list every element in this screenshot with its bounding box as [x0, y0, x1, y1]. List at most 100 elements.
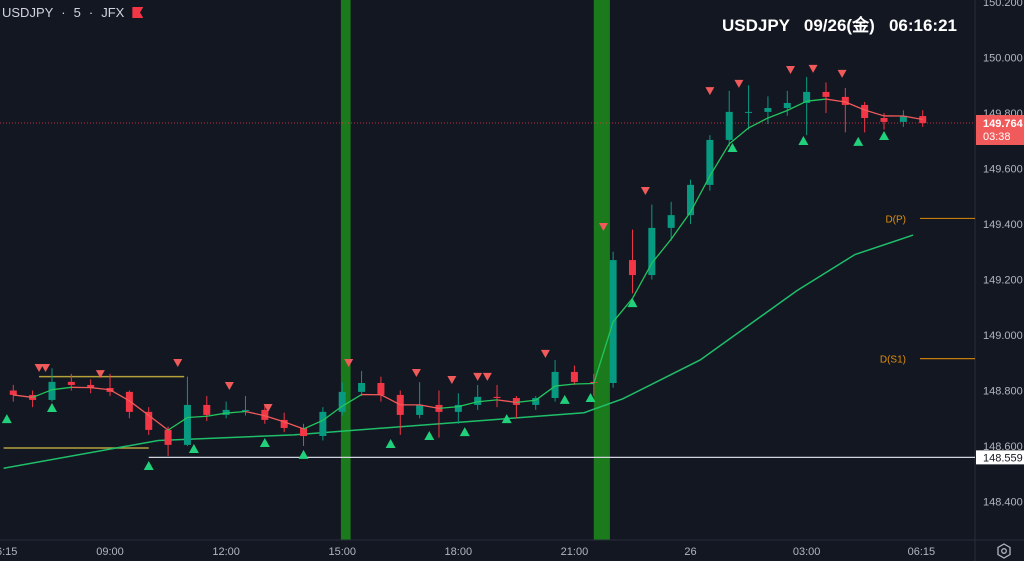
buy-signal-arrow-icon: [298, 449, 309, 459]
sell-signal-arrow-icon: [411, 369, 421, 378]
candle-body: [319, 411, 327, 437]
sell-signal-arrow-icon: [344, 359, 354, 368]
time-tick-label: 06:15: [908, 546, 936, 558]
candle-body: [377, 383, 385, 395]
candle-body: [803, 91, 811, 104]
candle-body: [532, 397, 540, 405]
candle-body: [280, 419, 288, 428]
sell-signal-arrow-icon: [598, 223, 608, 232]
sell-signal-arrow-icon: [640, 186, 650, 195]
support-price-label: 148.559: [983, 452, 1023, 464]
candle-body: [183, 404, 191, 445]
chart-watermark-title: USDJPY 09/26(金) 06:16:21: [722, 11, 957, 36]
sell-signal-arrow-icon: [173, 359, 183, 368]
candle-body: [667, 215, 675, 228]
candle-body: [203, 404, 211, 415]
short-moving-average-segment: [631, 262, 653, 299]
separator: ·: [61, 5, 66, 20]
candle-body: [338, 391, 346, 412]
short-moving-average-segment: [670, 211, 692, 240]
symbol-legend[interactable]: USDJPY · 5 · JFX: [2, 5, 144, 20]
title-symbol: USDJPY: [722, 16, 790, 35]
short-moving-average-segment: [303, 419, 324, 430]
short-moving-average-segment: [438, 406, 459, 410]
sell-signal-arrow-icon: [263, 403, 273, 412]
sell-signal-arrow-icon: [808, 64, 818, 73]
short-moving-average-segment: [51, 386, 72, 391]
price-tick-label: 149.400: [983, 219, 1023, 231]
short-moving-average-segment: [206, 412, 227, 417]
candle-body: [512, 397, 520, 405]
sell-signal-arrow-icon: [837, 69, 847, 78]
candle-body: [493, 396, 501, 398]
flag-icon[interactable]: [132, 7, 144, 18]
buy-signal-arrow-icon: [798, 136, 809, 146]
symbol-name: USDJPY: [2, 5, 54, 20]
buy-signal-arrow-icon: [143, 460, 154, 470]
short-moving-average-segment: [689, 175, 711, 213]
candle-body: [687, 184, 695, 216]
candle-body: [358, 383, 366, 392]
buy-signal-arrow-icon: [459, 427, 470, 437]
short-moving-average-segment: [903, 115, 923, 121]
sell-signal-arrow-icon: [786, 65, 795, 74]
short-moving-average-segment: [864, 109, 885, 117]
candle-body: [300, 427, 308, 437]
short-moving-average-segment: [458, 401, 478, 408]
short-moving-average-segment: [651, 238, 672, 264]
buy-signal-arrow-icon: [727, 142, 738, 152]
time-tick-label: 21:00: [561, 546, 589, 558]
long-moving-average: [3, 234, 914, 469]
session-band: [593, 0, 610, 540]
candle-body: [241, 409, 249, 411]
candle-body: [67, 381, 75, 385]
buy-signal-arrow-icon: [501, 414, 512, 424]
candle-body: [125, 391, 133, 412]
short-moving-average-segment: [13, 394, 33, 399]
exchange: JFX: [101, 5, 125, 20]
title-date: 09/26(金): [803, 16, 875, 35]
buy-signal-arrow-icon: [424, 431, 435, 441]
candle-body: [745, 111, 753, 113]
sell-signal-arrow-icon: [34, 364, 44, 373]
short-moving-average-segment: [380, 394, 401, 406]
candle-body: [9, 390, 17, 395]
short-moving-average-segment: [187, 415, 207, 419]
buy-signal-arrow-icon: [259, 437, 270, 447]
sell-signal-arrow-icon: [540, 349, 550, 358]
short-moving-average-segment: [728, 127, 749, 145]
buy-signal-arrow-icon: [627, 298, 638, 308]
candle-body: [919, 116, 927, 123]
buy-signal-arrow-icon: [585, 392, 596, 402]
sell-signal-arrow-icon: [473, 372, 483, 381]
candle-body: [648, 227, 656, 276]
session-band: [340, 0, 351, 540]
sell-signal-arrow-icon: [482, 372, 492, 381]
short-moving-average-segment: [535, 385, 556, 401]
short-moving-average-segment: [612, 298, 633, 323]
title-time: 06:16:21: [888, 16, 957, 35]
short-moving-average-segment: [264, 415, 285, 423]
candle-body: [474, 396, 482, 405]
short-moving-average-segment: [709, 143, 730, 177]
time-tick-label: 18:00: [445, 546, 473, 558]
candle-body: [706, 139, 714, 185]
settings-gear-icon[interactable]: [996, 543, 1012, 559]
buy-signal-arrow-icon: [853, 136, 864, 146]
candle-body: [764, 108, 772, 112]
separator: ·: [88, 5, 94, 20]
time-tick-label: 06:15: [0, 546, 17, 558]
short-moving-average-segment: [806, 98, 827, 102]
short-moving-average-segment: [109, 389, 130, 402]
sell-signal-arrow-icon: [41, 364, 51, 373]
short-moving-average-segment: [748, 117, 769, 129]
candle-body: [570, 371, 578, 382]
price-tick-label: 149.600: [983, 164, 1023, 176]
candle-body: [416, 404, 424, 415]
short-moving-average-segment: [128, 400, 150, 416]
candle-body: [454, 404, 462, 412]
short-moving-average-segment: [341, 394, 362, 407]
buy-signal-arrow-icon: [559, 394, 570, 404]
short-moving-average-segment: [283, 421, 304, 430]
